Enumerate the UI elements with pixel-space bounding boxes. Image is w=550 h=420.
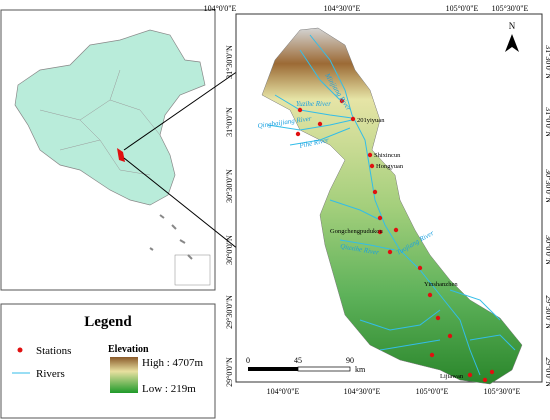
lat-label: 30°0'0"N [544,235,550,265]
legend-high: High : 4707m [142,357,204,369]
lat-label: 31°0'0"N [544,107,550,137]
station-label: 201yiyuan [357,117,385,124]
station-label: Hongyuan [376,163,404,170]
legend-elevation: Elevation [108,344,149,355]
legend-elevation-bar [110,357,138,393]
scale-label: 0 [246,356,250,365]
station-label: Shixincun [374,152,401,159]
legend-rivers: Rivers [36,368,65,380]
north-arrow [505,34,519,52]
lat-label: 29°0'0"N [225,357,234,387]
legend-panel [0,303,216,419]
lat-label: 30°0'0"N [225,235,234,265]
lat-label: 31°30'0"N [544,45,550,79]
station-label: Lijiawan [440,373,464,380]
scale-label: 45 [294,356,302,365]
study-area [117,148,125,162]
scale-unit: km [355,365,366,374]
lon-label: 105°0'0"E [446,4,479,13]
lon-label: 105°30'0"E [484,387,521,396]
lon-label: 104°0'0"E [204,4,237,13]
province-borders [39,69,161,176]
china-outline [14,29,206,206]
islands [149,214,193,260]
lon-label: 105°0'0"E [416,387,449,396]
lat-label: 31°0'0"N [225,107,234,137]
main-river [309,34,481,376]
tributaries [267,49,516,351]
lat-label: 30°30'0"N [225,169,234,203]
lat-label: 30°30'0"N [544,169,550,203]
legend-low: Low : 219m [142,383,196,395]
lon-label: 105°30'0"E [492,4,529,13]
inset [174,254,211,286]
lat-label: 29°30'0"N [544,295,550,329]
scale-label: 90 [346,356,354,365]
stations-markers [295,98,495,383]
scale-bar [248,367,298,371]
river-label: Yuzihe River [296,100,331,108]
lat-label: 29°0'0"N [544,357,550,387]
lat-label: 31°30'0"N [225,45,234,79]
lon-label: 104°30'0"E [324,4,361,13]
basin [261,27,523,385]
station-label: Gongchengpudukou [330,228,383,235]
scale-bar [297,366,351,372]
legend-station-marker [17,347,23,353]
legend-stations: Stations [36,345,71,357]
lon-label: 104°30'0"E [344,387,381,396]
legend-title: Legend [84,314,132,330]
station-label: Yinshanzhen [424,281,458,288]
lon-label: 104°0'0"E [267,387,300,396]
north-label: N [509,21,516,31]
lat-label: 29°30'0"N [225,295,234,329]
